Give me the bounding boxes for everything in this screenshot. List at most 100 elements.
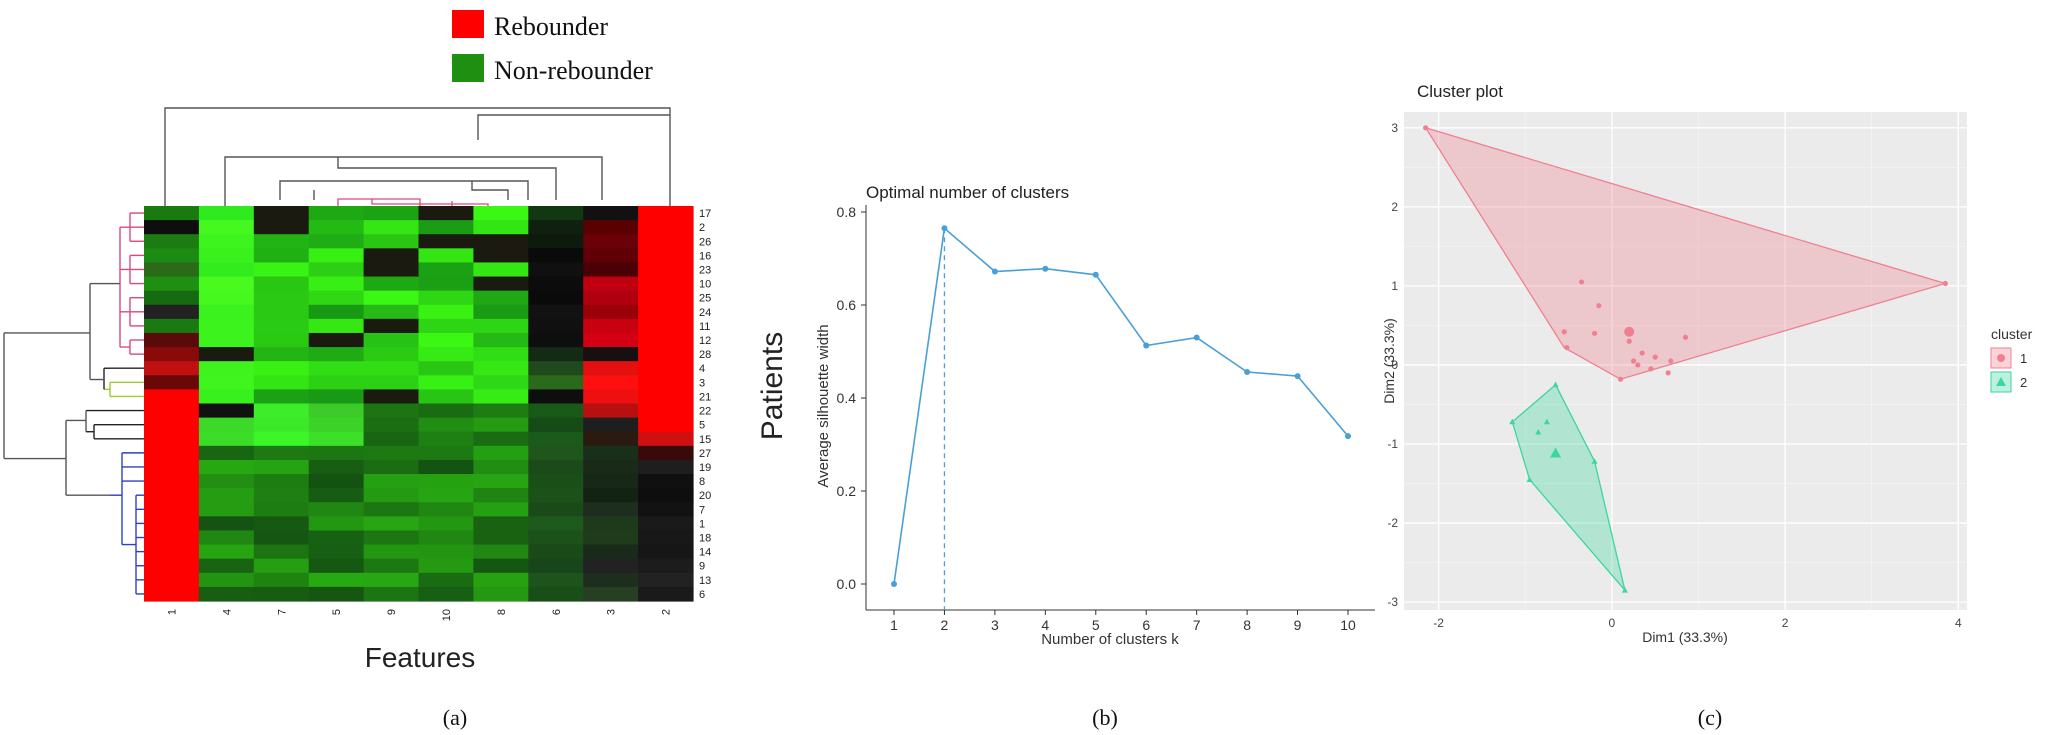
heatmap-cell <box>363 304 420 320</box>
heatmap-cell <box>638 389 694 405</box>
heatmap-cell <box>638 445 694 461</box>
heatmap-cell <box>528 361 584 376</box>
silhouette-x-tick-label: 10 <box>1340 617 1356 633</box>
heatmap-cell <box>638 530 694 546</box>
heatmap-cell <box>473 361 529 376</box>
heatmap-cell <box>638 586 694 602</box>
heatmap-cell <box>253 586 310 602</box>
heatmap-cell <box>418 417 474 433</box>
heatmap-cell <box>583 347 639 362</box>
heatmap-cell <box>473 375 529 390</box>
cluster-y-tick-label: -3 <box>1387 595 1398 609</box>
cluster-hull-2 <box>1511 383 1626 591</box>
heatmap-cell <box>418 516 474 532</box>
heatmap-cell <box>473 544 529 560</box>
heatmap-cell <box>418 488 474 503</box>
heatmap-cell <box>528 206 584 221</box>
heatmap-row-label: 24 <box>699 307 711 319</box>
heatmap-cell <box>418 206 474 221</box>
heatmap-cell <box>528 502 584 517</box>
silhouette-point <box>891 581 897 587</box>
heatmap-cell <box>638 572 694 588</box>
heatmap-cell <box>583 304 639 320</box>
heatmap-cell <box>638 558 694 574</box>
heatmap-cell <box>583 459 639 475</box>
heatmap-cell <box>363 262 420 278</box>
heatmap-cell <box>473 417 529 433</box>
heatmap-cell <box>473 586 529 602</box>
heatmap-cell <box>198 304 255 320</box>
heatmap-cell <box>638 431 694 447</box>
heatmap-cell <box>363 234 420 249</box>
heatmap-cell <box>198 544 255 560</box>
heatmap-cell <box>638 206 694 221</box>
heatmap-cell <box>418 459 474 475</box>
silhouette-x-tick-label: 2 <box>941 617 949 633</box>
heatmap-cell <box>198 248 255 264</box>
heatmap-cell <box>308 530 365 546</box>
heatmap-cell <box>528 262 584 278</box>
heatmap-cell <box>418 431 474 447</box>
cluster-legend-marker-2 <box>1996 377 2006 386</box>
heatmap-cell <box>583 572 639 588</box>
heatmap-cell <box>638 318 694 334</box>
heatmap-cell <box>638 290 694 306</box>
heatmap-cell <box>418 502 474 517</box>
heatmap-cell <box>253 544 310 560</box>
heatmap-cell <box>144 206 200 221</box>
heatmap-cell <box>638 403 694 419</box>
heatmap-cell <box>308 206 365 221</box>
heatmap-cell <box>363 586 420 602</box>
heatmap-row-label: 9 <box>699 561 705 573</box>
heatmap-cell <box>198 488 255 503</box>
heatmap-cell <box>473 276 529 292</box>
heatmap-row-label: 18 <box>699 533 711 545</box>
silhouette-y-tick-label: 0.6 <box>837 297 857 313</box>
heatmap-row-label: 15 <box>699 434 711 446</box>
heatmap-cell <box>528 276 584 292</box>
heatmap-cell <box>253 389 310 405</box>
silhouette-x-tick-label: 3 <box>991 617 999 633</box>
heatmap-row-label: 2 <box>699 222 705 234</box>
cluster-1-point <box>1665 370 1671 376</box>
heatmap-cell <box>638 516 694 532</box>
heatmap-cell <box>144 431 200 447</box>
heatmap-row-label: 11 <box>699 321 710 333</box>
heatmap-cell <box>583 474 639 489</box>
heatmap-cell <box>253 516 310 532</box>
heatmap-row-label: 8 <box>699 476 705 488</box>
heatmap-cell <box>583 558 639 574</box>
heatmap-cell <box>583 389 639 405</box>
heatmap-cell <box>528 572 584 588</box>
heatmap-cell <box>583 276 639 292</box>
heatmap-cell <box>363 361 420 376</box>
heatmap-cell <box>473 431 529 447</box>
heatmap-cell <box>253 234 310 249</box>
cluster-plot-background <box>1404 112 1967 610</box>
heatmap-cell <box>308 347 365 362</box>
heatmap-cell <box>473 234 529 249</box>
heatmap-cell <box>583 403 639 419</box>
cluster-1-point <box>1423 125 1429 131</box>
silhouette-series-line <box>893 226 1349 585</box>
heatmap-cell <box>528 389 584 405</box>
heatmap-row-label: 28 <box>699 349 711 361</box>
heatmap-column-label: 2 <box>661 609 673 615</box>
heatmap-cell <box>308 276 365 292</box>
heatmap-cell <box>308 445 365 461</box>
heatmap-cell <box>198 502 255 517</box>
cluster-2-point <box>1591 458 1598 464</box>
heatmap-row-label: 13 <box>699 575 711 587</box>
cluster-xlabel: Dim1 (33.3%) <box>1642 629 1728 645</box>
heatmap-cell <box>638 417 694 433</box>
cluster-points <box>1423 125 1948 593</box>
heatmap-cell <box>144 276 200 292</box>
heatmap-cell <box>144 375 200 390</box>
heatmap-cell <box>528 544 584 560</box>
silhouette-point <box>1143 342 1150 349</box>
cluster-1-centroid <box>1624 326 1635 337</box>
heatmap-cell <box>308 459 365 475</box>
heatmap-cell <box>144 544 200 560</box>
cluster-legend-label-1: 1 <box>2020 351 2027 366</box>
heatmap-cell <box>473 206 529 221</box>
